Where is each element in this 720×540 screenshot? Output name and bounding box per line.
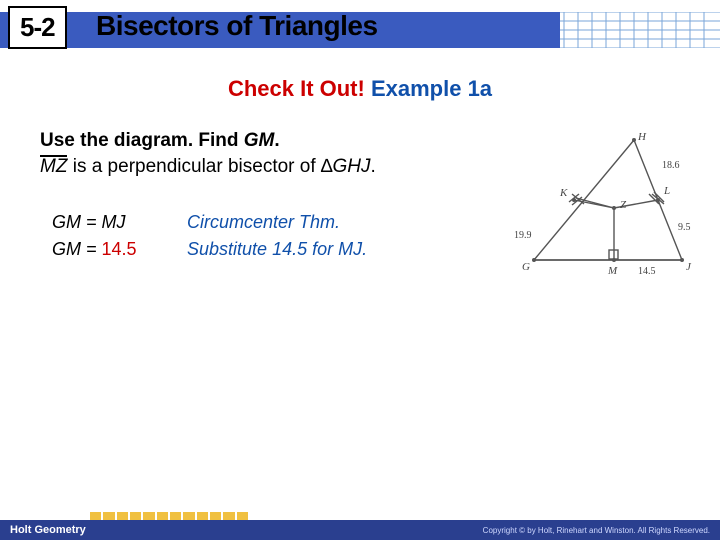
lesson-title: Bisectors of Triangles (96, 10, 378, 42)
prompt-post: . (274, 130, 279, 151)
svg-text:14.5: 14.5 (638, 266, 656, 277)
proof-statement: GM = 14.5 (52, 239, 182, 260)
segment-mz: MZ (40, 156, 67, 178)
svg-text:18.6: 18.6 (662, 160, 680, 171)
prompt-target-var: GM (244, 130, 275, 151)
prompt-end: . (371, 156, 376, 177)
proof-reason: Circumcenter Thm. (187, 212, 340, 233)
footer-brand: Holt Geometry (10, 524, 86, 536)
proof-statement: GM = MJ (52, 212, 182, 233)
proof-block: GM = MJ Circumcenter Thm. GM = 14.5 Subs… (52, 212, 367, 266)
svg-text:M: M (607, 265, 618, 277)
footer-region: Holt Geometry Copyright © by Holt, Rineh… (0, 514, 720, 540)
svg-text:G: G (522, 261, 530, 273)
svg-text:K: K (559, 187, 568, 199)
header-region: 5-2 Bisectors of Triangles (0, 0, 720, 60)
lesson-number-badge: 5-2 (8, 6, 67, 49)
subheading-prefix: Check It Out! (228, 76, 365, 101)
example-subheading: Check It Out! Example 1a (0, 76, 720, 102)
footer-decoration (90, 512, 250, 520)
svg-text:9.5: 9.5 (678, 222, 691, 233)
proof-lhs-pre: GM = (52, 239, 102, 259)
header-grid-decoration (550, 12, 720, 48)
proof-reason: Substitute 14.5 for MJ. (187, 239, 367, 260)
proof-row: GM = MJ Circumcenter Thm. (52, 212, 367, 233)
svg-text:Z: Z (620, 199, 627, 211)
svg-text:H: H (637, 131, 647, 143)
prompt-pre: Use the diagram. Find (40, 130, 244, 151)
footer-copyright: Copyright © by Holt, Rinehart and Winsto… (483, 526, 710, 535)
prompt-mid: is a perpendicular bisector of ∆ (67, 156, 332, 177)
triangle-name: GHJ (333, 156, 371, 177)
svg-text:19.9: 19.9 (514, 230, 532, 241)
triangle-diagram: G H J K L M Z 18.6 19.9 9.5 14.5 (514, 130, 704, 280)
proof-value: 14.5 (102, 239, 137, 259)
svg-text:L: L (663, 185, 670, 197)
proof-row: GM = 14.5 Substitute 14.5 for MJ. (52, 239, 367, 260)
subheading-example: Example 1a (371, 76, 492, 101)
svg-text:J: J (686, 261, 692, 273)
footer-bar: Holt Geometry Copyright © by Holt, Rineh… (0, 520, 720, 540)
